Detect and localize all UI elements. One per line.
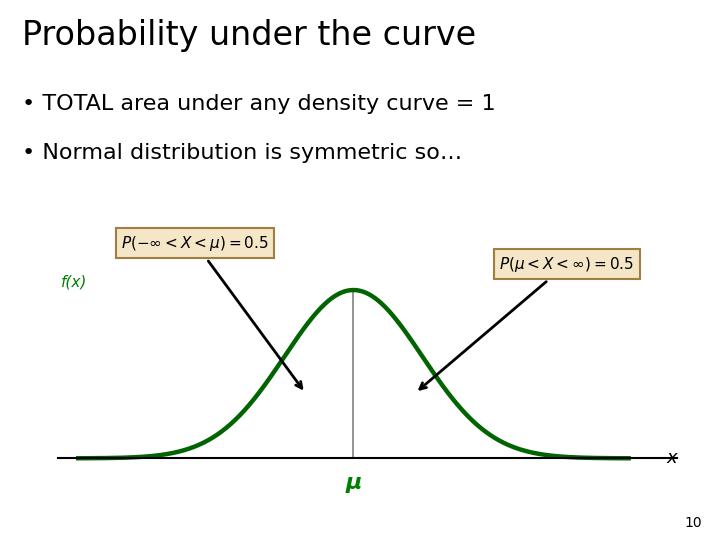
- Text: $P(-\infty < X < \mu) = 0.5$: $P(-\infty < X < \mu) = 0.5$: [121, 234, 302, 388]
- Text: μ: μ: [346, 473, 361, 493]
- Text: • Normal distribution is symmetric so…: • Normal distribution is symmetric so…: [22, 143, 462, 163]
- Text: $P(\mu < X < \infty) = 0.5$: $P(\mu < X < \infty) = 0.5$: [420, 255, 634, 389]
- Text: 10: 10: [685, 516, 702, 530]
- Text: • TOTAL area under any density curve = 1: • TOTAL area under any density curve = 1: [22, 94, 495, 114]
- Text: x: x: [667, 449, 677, 467]
- Text: Probability under the curve: Probability under the curve: [22, 19, 476, 52]
- Text: f(x): f(x): [61, 275, 87, 290]
